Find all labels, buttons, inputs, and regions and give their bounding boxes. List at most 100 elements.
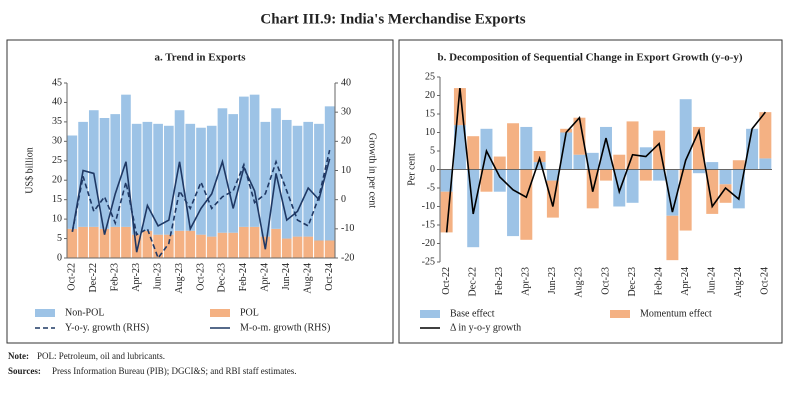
y-tick-label: 20 (52, 175, 62, 186)
source-text: Press Information Bureau (PIB); DGCI&S; … (52, 366, 297, 376)
x-tick-label: Oct-22 (441, 267, 452, 295)
bar (679, 169, 692, 231)
bar (480, 128, 493, 170)
panel-frame (6, 39, 394, 344)
bar (185, 123, 196, 231)
bar (520, 126, 533, 170)
bar (653, 130, 666, 170)
bar (314, 123, 324, 241)
y-tick-label: 10 (52, 213, 62, 224)
bar (174, 110, 185, 231)
x-tick-label: Feb-23 (494, 267, 505, 295)
y-tick-label: 30 (52, 136, 62, 147)
bar (719, 169, 732, 185)
bar (440, 169, 453, 192)
legend-label: Δ in y-o-y growth (450, 322, 521, 333)
legend-swatch (35, 309, 55, 317)
y-tick-label: 15 (52, 194, 62, 205)
bar (131, 123, 142, 235)
bar (88, 110, 99, 227)
bar (719, 184, 732, 203)
x-tick-label: Aug-23 (574, 267, 585, 298)
bar (271, 228, 281, 258)
bar (453, 125, 466, 170)
note-label: Note: (8, 351, 29, 361)
bar (440, 191, 453, 233)
bar (239, 226, 249, 258)
y-tick-label: -5 (427, 182, 435, 193)
x-tick-label: Oct-24 (760, 267, 771, 295)
bar (626, 121, 639, 170)
y2-tick-label: 30 (341, 106, 351, 117)
y-tick-label: 5 (57, 233, 62, 244)
bar (206, 236, 217, 258)
bar (239, 96, 249, 227)
x-tick-label: Oct-22 (67, 263, 78, 291)
y-tick-label: 25 (425, 71, 435, 82)
y-axis-label: Per cent (406, 153, 417, 186)
legend-swatch (210, 309, 230, 317)
x-tick-label: Oct-23 (195, 263, 206, 291)
x-tick-label: Apr-24 (680, 267, 691, 296)
x-tick-label: Jun-24 (281, 263, 292, 290)
note-text: POL: Petroleum, oil and lubricants. (37, 351, 165, 361)
x-tick-label: Feb-24 (653, 267, 664, 295)
y-tick-label: -20 (422, 238, 435, 249)
bar (67, 135, 78, 229)
y2-tick-label: -10 (341, 223, 354, 234)
y-tick-label: 0 (57, 252, 62, 263)
y2-tick-label: -20 (341, 252, 354, 263)
bar (324, 240, 335, 258)
bar (666, 215, 679, 261)
bar (706, 169, 719, 214)
bar (533, 162, 546, 170)
bar (560, 132, 573, 170)
x-tick-label: Apr-23 (521, 267, 532, 296)
y-tick-label: -15 (422, 219, 435, 230)
bar (164, 125, 174, 235)
bar (153, 234, 163, 258)
bar (480, 169, 493, 192)
y2-tick-label: 0 (341, 194, 346, 205)
x-tick-label: Aug-24 (733, 267, 744, 298)
bar (217, 232, 228, 258)
bar (639, 169, 652, 181)
x-tick-label: Oct-24 (324, 263, 335, 291)
bar (507, 169, 520, 237)
bar (613, 154, 626, 170)
y-tick-label: -10 (422, 201, 435, 212)
legend-label: Base effect (450, 308, 495, 319)
bar (271, 108, 281, 229)
x-tick-label: Jun-23 (547, 267, 558, 294)
bar (706, 162, 719, 170)
bar (260, 121, 271, 237)
y-axis-label: US$ billion (24, 147, 35, 193)
bar (67, 228, 78, 258)
bar (467, 136, 480, 170)
bar (692, 169, 705, 174)
y-tick-label: 25 (52, 155, 62, 166)
x-tick-label: Dec-22 (88, 263, 99, 292)
bar (507, 123, 520, 170)
y2-tick-label: 40 (341, 77, 351, 88)
x-tick-label: Apr-24 (260, 263, 271, 292)
bar (110, 114, 121, 227)
bar (142, 230, 153, 258)
bar (99, 228, 110, 258)
y-tick-label: 45 (52, 77, 62, 88)
x-tick-label: Dec-22 (467, 267, 478, 296)
y-tick-label: 20 (425, 90, 435, 101)
bar (292, 125, 303, 237)
bar (78, 226, 88, 258)
bar (249, 226, 260, 258)
bar (88, 226, 99, 258)
bar (546, 180, 559, 218)
panel-frame (398, 39, 783, 344)
bar (746, 128, 759, 170)
bar (586, 152, 599, 170)
y-tick-label: 35 (52, 116, 62, 127)
bar (206, 125, 217, 237)
bar (639, 147, 652, 170)
